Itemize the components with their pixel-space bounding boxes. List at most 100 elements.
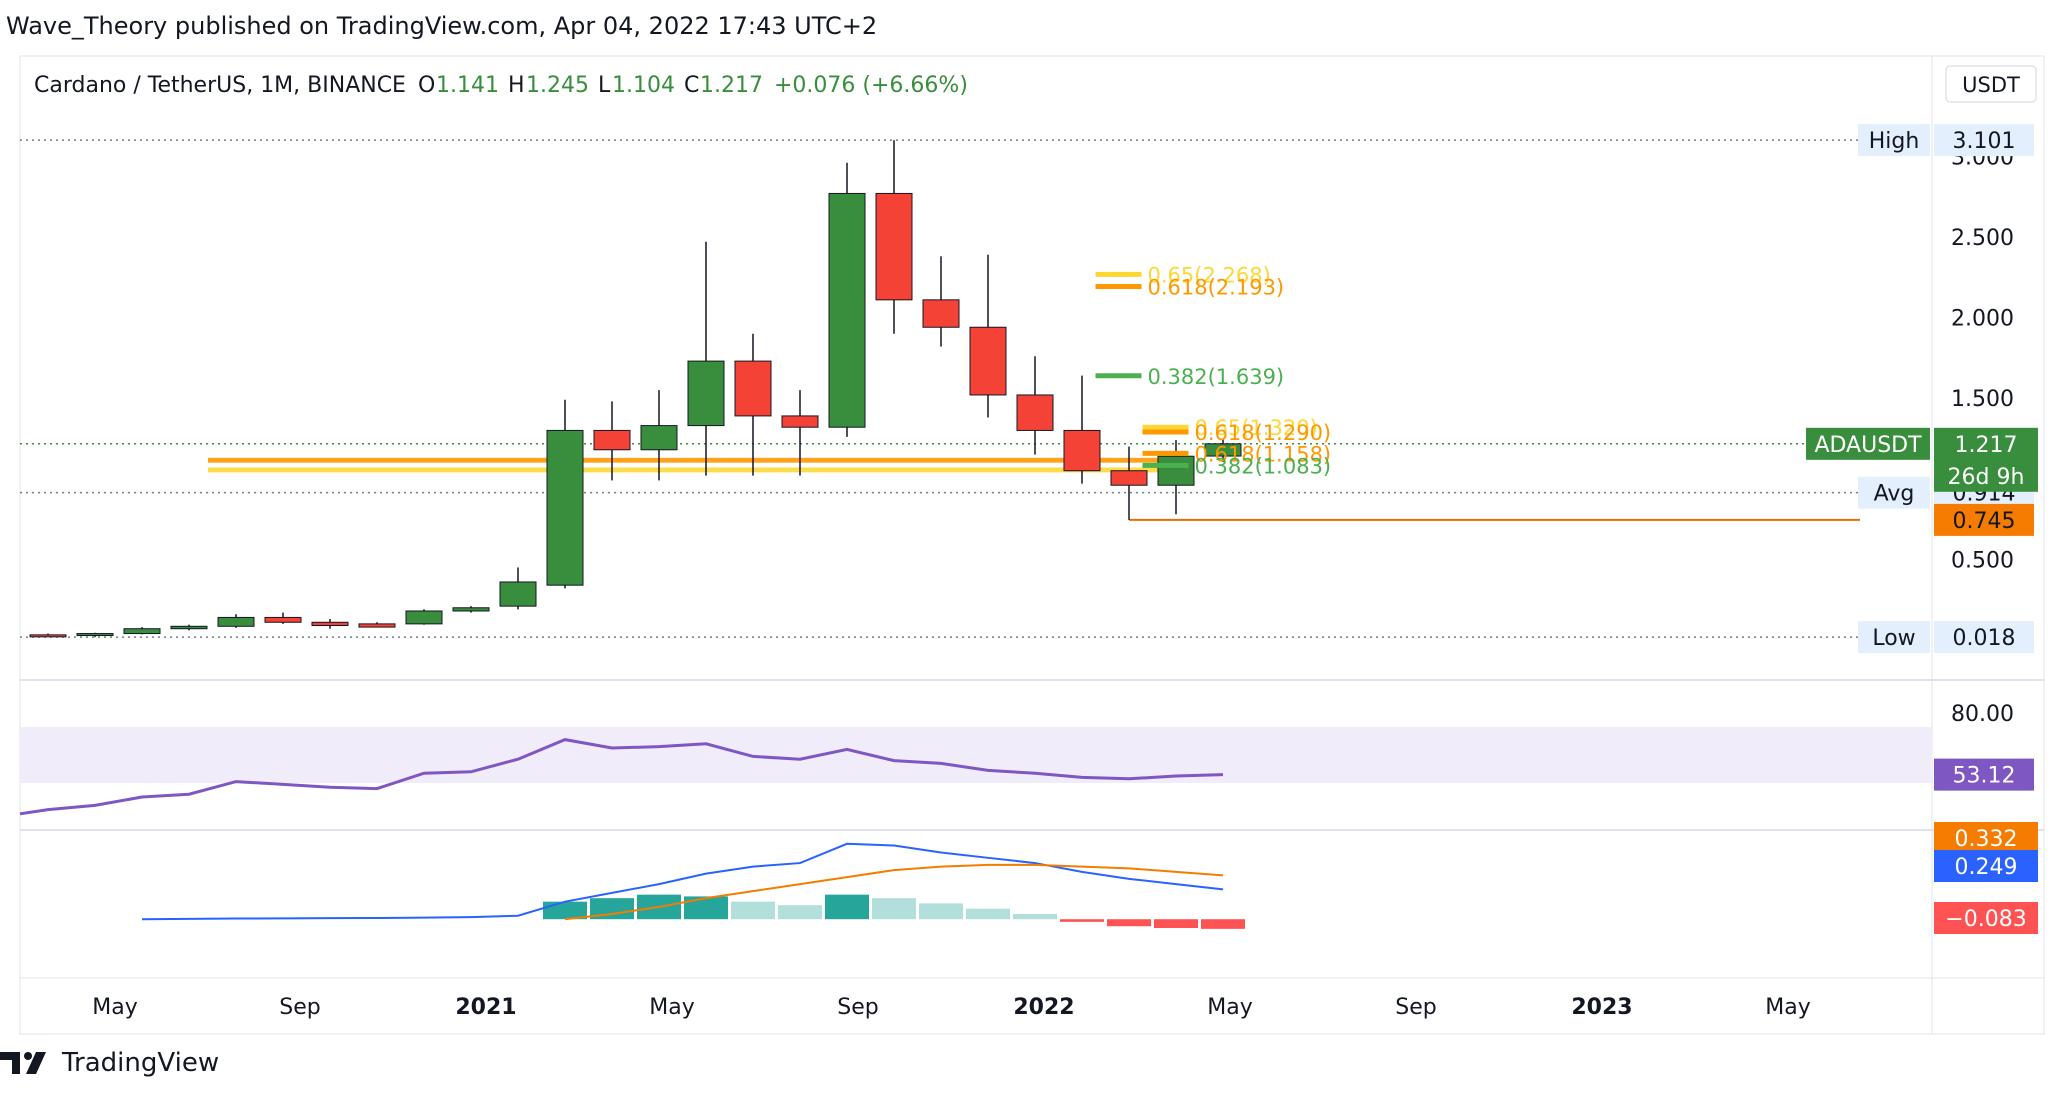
signal-value-bg xyxy=(1934,822,2038,854)
macd-histogram-bar xyxy=(966,908,1010,920)
avg-label: Avg xyxy=(1874,482,1915,507)
support-price-label: 0.745 xyxy=(1953,509,2016,534)
macd-histogram-bar xyxy=(543,901,587,920)
legend-change: +0.076 (+6.66%) xyxy=(774,73,968,98)
candle-body xyxy=(76,633,114,637)
symbol-tag-bg xyxy=(1806,427,1930,460)
price-tick: 2.000 xyxy=(1951,307,2014,332)
macd-histogram-bar xyxy=(684,896,728,920)
time-tick: 2023 xyxy=(1571,995,1632,1020)
time-tick: 2022 xyxy=(1013,995,1074,1020)
candle-body xyxy=(734,360,772,417)
price-axis: 0.5001.0001.5002.0002.5003.0003.1010.018… xyxy=(1806,124,2038,654)
macd-histogram-bar xyxy=(731,901,775,920)
fib-label: 0.618(1.290) xyxy=(1195,421,1332,445)
legend-open-label: O xyxy=(418,73,435,98)
currency-button-bg[interactable] xyxy=(1945,65,2037,103)
candle-body xyxy=(969,326,1007,396)
macd-histogram-bar xyxy=(1013,913,1057,920)
macd-histogram-bar xyxy=(590,898,634,920)
candle-body xyxy=(593,429,631,451)
candle-body xyxy=(1016,394,1054,431)
tradingview-brand[interactable]: TradingView xyxy=(62,1048,220,1078)
time-tick: Sep xyxy=(279,995,320,1020)
time-tick: May xyxy=(1765,995,1810,1020)
legend-close-value: 1.217 xyxy=(700,73,763,98)
legend-high-value: 1.245 xyxy=(526,73,589,98)
support-price-label-bg xyxy=(1934,503,2034,536)
reference-lines: High Low Avg xyxy=(20,124,1932,654)
fib-label: 0.618(2.193) xyxy=(1148,275,1285,299)
chart-border xyxy=(19,55,2045,1035)
rsi-value: 53.12 xyxy=(1953,764,2016,789)
fib-levels: 0.65(2.268)0.618(2.193) 0.382(1.639) 0.65(… xyxy=(1095,263,1332,478)
candle-body xyxy=(452,607,490,612)
candle-body xyxy=(170,625,208,630)
histogram-value: −0.083 xyxy=(1945,907,2026,932)
high-price-label: 3.101 xyxy=(1953,129,2016,154)
high-label: High xyxy=(1869,129,1920,154)
macd-histogram-bar xyxy=(1060,919,1104,922)
fib-label: 0.382(1.083) xyxy=(1195,454,1332,478)
legend-symbol: Cardano / TetherUS, 1M, BINANCE xyxy=(34,73,406,98)
candle-body xyxy=(217,616,255,627)
rsi-band xyxy=(20,727,1932,783)
signal-value: 0.332 xyxy=(1955,827,2018,852)
macd-histogram-bar xyxy=(1154,919,1198,928)
zone-1 xyxy=(208,467,1166,473)
macd-histogram-bar xyxy=(1201,919,1245,929)
low-price-label-bg xyxy=(1934,621,2034,654)
legend-open-value: 1.141 xyxy=(436,73,499,98)
price-tick: 1.500 xyxy=(1951,387,2014,412)
low-label: Low xyxy=(1872,626,1915,651)
rsi-value-bg xyxy=(1934,758,2034,791)
candle-body xyxy=(875,192,913,301)
symbol-tag: ADAUSDT xyxy=(1814,433,1922,458)
avg-label-bg xyxy=(1858,476,1930,509)
candle-body xyxy=(264,616,302,623)
candle-body xyxy=(687,360,725,427)
currency-button[interactable]: USDT xyxy=(1945,65,2037,103)
publish-header: Wave_Theory published on TradingView.com… xyxy=(0,0,2054,56)
fib-label: 0.65(2.268) xyxy=(1148,263,1271,287)
high-label-bg xyxy=(1858,124,1930,157)
candle-body xyxy=(640,425,678,451)
publish-info: Wave_Theory published on TradingView.com… xyxy=(6,12,878,40)
currency-label[interactable]: USDT xyxy=(1962,73,2020,97)
candle-body xyxy=(781,415,819,428)
macd-histogram-bar xyxy=(778,905,822,920)
legend-low-label: L xyxy=(598,73,611,98)
footer: TradingView xyxy=(0,1026,2054,1098)
candle-body xyxy=(123,628,161,635)
candle-body xyxy=(1110,470,1148,486)
time-axis: May Sep 2021 May Sep 2022 May Sep 2023 May xyxy=(92,995,1810,1020)
time-tick: May xyxy=(1207,995,1252,1020)
candle-body xyxy=(499,581,537,607)
candle-body xyxy=(1204,443,1242,457)
fib-label: 0.65(1.320) xyxy=(1195,416,1318,440)
price-tick: 0.500 xyxy=(1951,548,2014,573)
last-price-value: 1.217 xyxy=(1955,433,2018,458)
candle-body xyxy=(546,429,584,586)
candle-body xyxy=(29,634,67,638)
macd-histogram-bar xyxy=(919,903,963,920)
candle-body xyxy=(358,623,396,628)
candle-body xyxy=(311,621,349,626)
chart-frame xyxy=(19,55,2045,1035)
legend-close-label: C xyxy=(684,73,699,98)
time-tick: Sep xyxy=(1395,995,1436,1020)
time-tick: May xyxy=(649,995,694,1020)
low-label-bg xyxy=(1858,621,1930,654)
fib-label: 0.618(1.158) xyxy=(1195,442,1332,466)
horizontal-zones xyxy=(208,457,1166,473)
macd-histogram-bar xyxy=(872,898,916,920)
time-tick: 2021 xyxy=(455,995,516,1020)
zone-0 xyxy=(208,457,1166,463)
macd-histogram-bar xyxy=(825,894,869,920)
legend-low-value: 1.104 xyxy=(612,73,675,98)
tradingview-logo-icon[interactable] xyxy=(0,1044,56,1080)
candle-body xyxy=(922,299,960,328)
bar-countdown: 26d 9h xyxy=(1948,465,2025,490)
